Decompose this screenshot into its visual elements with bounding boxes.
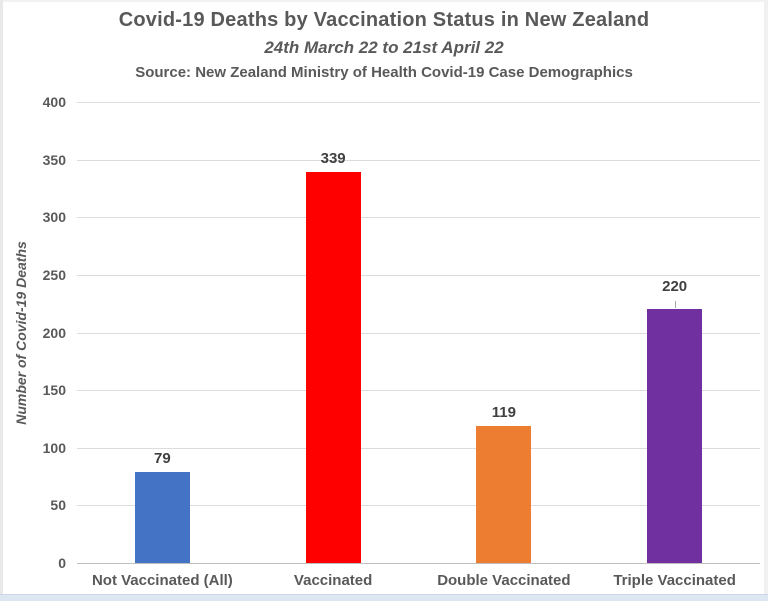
gridline-200 <box>77 332 760 334</box>
bar-vaccinated <box>305 172 361 563</box>
x-axis-line <box>77 563 760 564</box>
chart-title: Covid-19 Deaths by Vaccination Status in… <box>118 9 650 31</box>
chart-subtitle: 24th March 22 to 21st April 22 <box>264 38 504 57</box>
y-tick-label-100: 100 <box>42 439 66 456</box>
x-category-label-not-vaccinated-all: Not Vaccinated (All) <box>91 572 233 589</box>
gridline-100 <box>77 447 760 449</box>
gridline-400 <box>77 102 760 103</box>
screenshot-top-edge <box>0 0 768 2</box>
x-category-label-double-vaccinated: Double Vaccinated <box>437 572 571 589</box>
data-label-triple-vaccinated: 220 <box>662 278 688 296</box>
bar-not-vaccinated-all <box>134 471 190 563</box>
gridline-150 <box>77 390 760 392</box>
gridline-250 <box>77 274 760 276</box>
data-label-vaccinated: 339 <box>320 150 346 168</box>
x-category-label-vaccinated: Vaccinated <box>293 572 373 589</box>
y-tick-label-300: 300 <box>42 209 66 226</box>
y-tick-label-400: 400 <box>42 94 66 110</box>
gridline-300 <box>77 217 760 219</box>
data-label-not-vaccinated-all: 79 <box>154 449 171 467</box>
gridline-350 <box>77 159 760 161</box>
data-label-double-vaccinated: 119 <box>491 403 516 421</box>
y-tick-label-50: 50 <box>50 497 66 514</box>
screenshot-bottom-strip <box>0 594 768 601</box>
screenshot-left-edge <box>0 0 3 601</box>
x-category-label-triple-vaccinated: Triple Vaccinated <box>613 572 736 589</box>
y-tick-label-250: 250 <box>42 266 66 283</box>
y-tick-label-200: 200 <box>42 324 66 341</box>
chart-source-note: Source: New Zealand Ministry of Health C… <box>135 64 633 81</box>
gridline-50 <box>77 505 760 507</box>
screenshot-right-edge <box>764 0 768 601</box>
bar-triple-vaccinated <box>647 309 703 563</box>
bar-double-vaccinated <box>476 425 532 563</box>
y-tick-label-0: 0 <box>58 555 66 571</box>
y-tick-label-150: 150 <box>42 382 66 399</box>
y-tick-label-350: 350 <box>42 151 66 168</box>
data-label-leader-line-triple-vaccinated <box>674 301 676 309</box>
